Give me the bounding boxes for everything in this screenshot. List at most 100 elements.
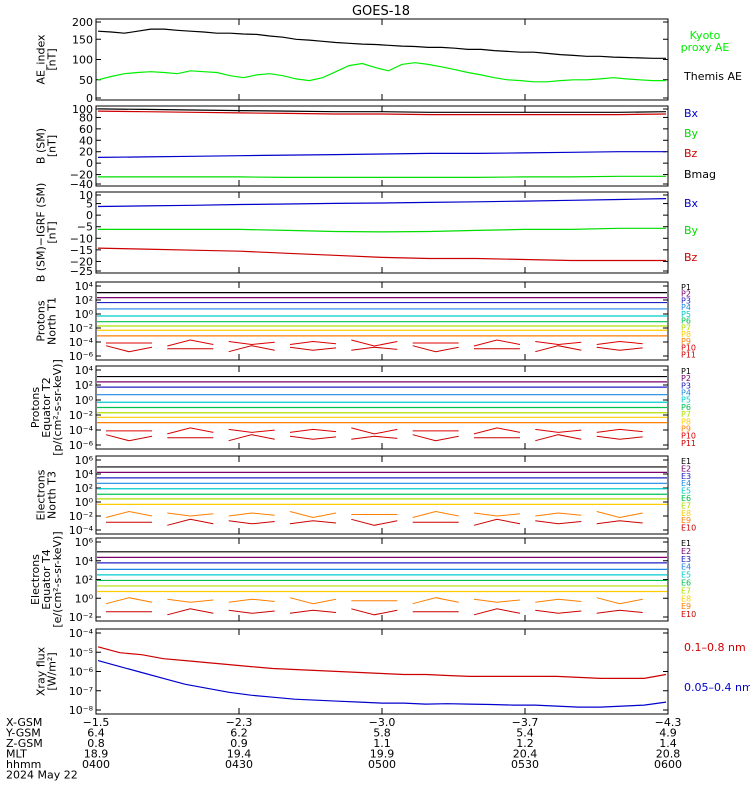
y-axis-label: Xray flux: [35, 646, 48, 696]
x-tick-label: 0.8: [87, 737, 105, 750]
legend-label: proxy AE: [681, 41, 730, 54]
channel-line: [228, 434, 275, 442]
channel-label: P9: [681, 337, 691, 346]
series-line: [97, 646, 667, 680]
y-tick-label: 10⁰: [75, 496, 94, 509]
y-tick-label: 10²: [75, 482, 93, 495]
channel-line: [289, 340, 337, 345]
legend-label: 0.05–0.4 nm: [684, 681, 750, 694]
channel-line: [351, 346, 398, 351]
channel-line: [596, 511, 643, 519]
channel-line: [412, 434, 459, 442]
series-line: [98, 175, 666, 178]
channel-label: E5: [681, 487, 691, 496]
legend-label: Bx: [684, 107, 699, 120]
channel-line: [596, 609, 643, 614]
y-tick-label: 10⁶: [75, 536, 94, 549]
y-tick-label: 10⁻⁴: [69, 336, 94, 349]
y-tick-label: 10⁴: [75, 280, 94, 293]
y-tick-label: 10⁻²: [69, 510, 93, 523]
channel-line: [535, 512, 582, 517]
y-tick-label: 10⁻⁵: [69, 646, 93, 659]
channel-line: [412, 345, 459, 353]
x-tick-label: 18.9: [84, 748, 109, 761]
channel-line: [412, 597, 459, 605]
channel-line: [412, 510, 459, 518]
channel-label: E9: [681, 516, 691, 525]
x-tick-label: 1.2: [516, 737, 534, 750]
channel-line: [535, 598, 582, 603]
y-tick-label: 10⁻⁶: [69, 439, 94, 452]
legend-label: Kyoto: [690, 29, 721, 42]
channel-label: E8: [681, 509, 691, 518]
y-axis-label: [p/(cm²-s-sr-keV)]: [51, 359, 64, 456]
channel-line: [167, 518, 214, 526]
channel-label: E1: [681, 457, 691, 466]
series-line: [98, 227, 666, 233]
y-tick-label: 10⁶: [75, 454, 94, 467]
x-row-label: MLT: [6, 748, 27, 761]
y-tick-label: 10⁻²: [69, 611, 93, 624]
panel-frame: [95, 455, 669, 535]
y-tick-label: 10⁴: [75, 364, 94, 377]
y-tick-label: 10⁰: [75, 308, 94, 321]
channel-label: P8: [681, 417, 691, 426]
y-tick-label: 10⁻⁴: [69, 424, 94, 437]
x-tick-label: 0530: [511, 758, 539, 771]
channel-label: E8: [681, 594, 691, 603]
channel-label: E9: [681, 602, 691, 611]
y-tick-label: 10⁻²: [69, 409, 93, 422]
channel-line: [596, 435, 643, 440]
y-tick-label: 80: [79, 111, 93, 124]
y-tick-label: 0: [86, 92, 93, 105]
x-row-label: Z-GSM: [6, 737, 43, 750]
channel-line: [228, 341, 275, 346]
y-axis-label: AE_index: [35, 34, 48, 85]
x-tick-label: 19.9: [370, 748, 395, 761]
y-axis-label: Protons: [29, 387, 42, 428]
y-axis-label: Electrons: [35, 469, 48, 520]
panel-frame: [95, 105, 669, 187]
channel-label: P6: [681, 317, 691, 326]
y-axis-label: B (SM): [35, 128, 48, 164]
x-row-label: Y-GSM: [5, 727, 41, 740]
y-tick-label: 10⁻⁸: [69, 704, 94, 717]
y-axis-label: [nT]: [46, 48, 59, 70]
x-tick-label: −2.3: [226, 716, 253, 729]
channel-label: E3: [681, 472, 691, 481]
y-tick-label: 10²: [75, 294, 93, 307]
series-line: [97, 198, 667, 208]
series-line: [97, 110, 667, 116]
channel-label: P10: [681, 432, 696, 441]
channel-line: [596, 340, 643, 345]
legend-label: Bz: [684, 251, 698, 264]
channel-label: P4: [681, 303, 691, 312]
channel-line: [167, 512, 214, 517]
y-tick-label: 10⁰: [75, 394, 94, 407]
channel-line: [596, 520, 643, 525]
channel-label: E2: [681, 547, 691, 556]
channel-label: P10: [681, 344, 696, 353]
legend-label: Themis AE: [683, 70, 742, 83]
channel-line: [289, 520, 337, 525]
channel-label: P1: [681, 283, 691, 292]
channel-line: [351, 435, 398, 440]
x-tick-label: 6.4: [87, 727, 105, 740]
channel-line: [535, 428, 582, 433]
series-line: [97, 151, 666, 158]
channel-label: E6: [681, 579, 691, 588]
channel-label: P5: [681, 310, 691, 319]
channel-line: [596, 597, 643, 605]
y-axis-label: North T1: [46, 297, 59, 345]
channel-line: [167, 339, 214, 347]
y-tick-label: 10²: [75, 574, 93, 587]
channel-line: [105, 597, 153, 605]
y-tick-label: 50: [79, 74, 93, 87]
legend-label: Bx: [684, 197, 699, 210]
legend-label: Bz: [684, 147, 698, 160]
x-tick-label: 0400: [82, 758, 110, 771]
